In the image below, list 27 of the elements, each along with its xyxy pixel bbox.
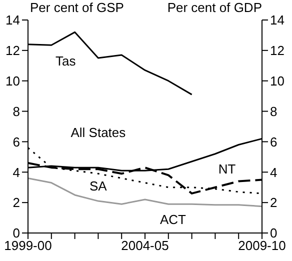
text: All States [70,125,126,140]
y2-tick-label: 4 [270,164,278,180]
y-axis-title: Per cent of GSP [30,0,124,15]
x-tick-label: 2009-10 [238,238,286,254]
y-tick-label: 10 [6,73,20,88]
line-series [27,177,263,208]
y2-tick-label: 12 [270,43,284,58]
y-tick-label: 0 [12,226,20,241]
series-label: Tas [55,54,76,69]
series-label: SA [90,178,108,194]
y2-tick-label: 10 [270,73,284,88]
y-tick-label: 2 [12,195,20,210]
y-tick-label: 4 [12,164,20,180]
series-label: ACT [160,212,186,227]
y2-tick-label: 14 [270,12,284,28]
x-tick-label: 2004-05 [121,238,169,254]
series-label: NT [218,162,236,177]
y2-tick-label: 8 [270,104,278,119]
y-tick-label: 8 [12,104,20,119]
y2-tick-label: 6 [270,134,278,150]
y-tick-label: 6 [12,134,20,150]
y2-tick-label: 0 [270,226,278,241]
y2-tick-label: 2 [270,195,278,210]
y-tick-label: 12 [6,43,20,58]
y2-axis-title: Per cent of GDP [167,0,262,15]
x-tick-label: 1999-00 [4,238,52,254]
y-tick-label: 14 [6,12,20,28]
